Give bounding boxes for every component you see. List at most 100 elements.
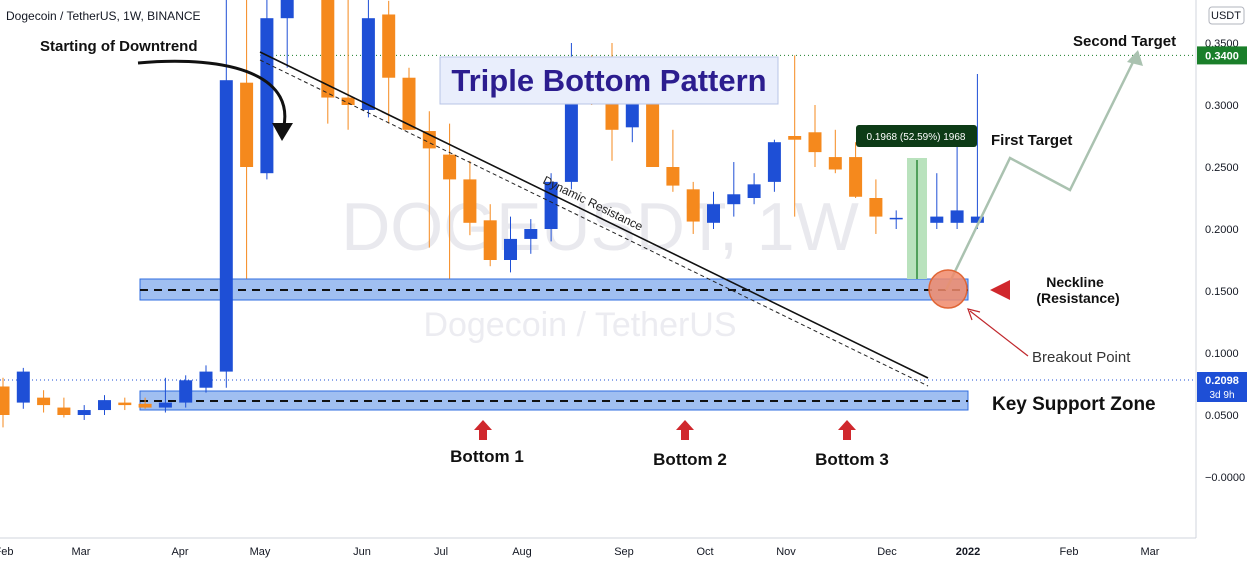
candle-body <box>828 157 842 170</box>
candle[interactable] <box>788 55 802 217</box>
candle[interactable] <box>361 0 375 118</box>
candle[interactable] <box>463 160 477 236</box>
x-tick-label: 2022 <box>956 546 980 558</box>
candle-body <box>707 204 720 223</box>
breakout-point-label: Breakout Point <box>1032 349 1131 366</box>
candle[interactable] <box>240 0 254 279</box>
neckline-label: Neckline <box>1046 274 1104 290</box>
candle[interactable] <box>828 129 842 174</box>
watermark-symbol: DOGEUSDT, 1W <box>341 189 859 265</box>
x-tick-label: Apr <box>171 546 188 558</box>
projection-path <box>944 51 1140 291</box>
price-label-tag <box>1197 46 1247 65</box>
breakout-circle[interactable] <box>928 269 968 309</box>
dynamic-resistance-line[interactable] <box>259 51 929 379</box>
candle-body <box>666 167 680 186</box>
candle-body <box>544 181 558 229</box>
y-tick-label: 0.1500 <box>1205 286 1239 298</box>
candle-body <box>98 400 111 411</box>
candle[interactable] <box>0 377 10 428</box>
downtrend-arrow-curve <box>137 59 287 135</box>
candle[interactable] <box>666 129 680 192</box>
watermark-name: Dogecoin / TetherUS <box>423 306 736 344</box>
candle-body <box>422 131 436 149</box>
candle[interactable] <box>16 367 30 409</box>
candle[interactable] <box>504 216 517 273</box>
candle[interactable] <box>686 181 700 234</box>
candle[interactable] <box>37 390 51 413</box>
candle[interactable] <box>849 142 863 198</box>
candle-body <box>199 371 213 388</box>
candle[interactable] <box>869 179 883 234</box>
candle[interactable] <box>402 67 416 130</box>
measure-label-box <box>856 125 977 147</box>
candle-body <box>849 157 863 197</box>
candle[interactable] <box>341 0 355 130</box>
key-support-label: Key Support Zone <box>992 394 1156 415</box>
candle[interactable] <box>118 397 132 411</box>
candle[interactable] <box>889 210 903 229</box>
candle[interactable] <box>158 377 172 413</box>
candle[interactable] <box>57 397 71 418</box>
currency-button[interactable] <box>1208 6 1245 25</box>
x-tick-label: Feb <box>0 546 13 558</box>
candle[interactable] <box>930 173 944 229</box>
candle[interactable] <box>179 375 193 408</box>
candle[interactable] <box>138 397 152 409</box>
candle[interactable] <box>727 162 741 217</box>
candle-body <box>280 0 294 19</box>
candle[interactable] <box>483 204 497 267</box>
y-tick-label: 0.3000 <box>1205 100 1239 112</box>
y-tick-label: 0.2000 <box>1205 224 1239 236</box>
candle[interactable] <box>260 0 274 180</box>
candle[interactable] <box>443 123 457 279</box>
symbol-title[interactable]: Dogecoin / TetherUS, 1W, BINANCE <box>6 9 201 23</box>
projection-arrowhead <box>1127 50 1143 66</box>
candle-body <box>930 216 944 223</box>
candle[interactable] <box>219 0 233 388</box>
candle-body <box>16 371 30 403</box>
candle[interactable] <box>950 136 964 229</box>
downtrend-arrowhead <box>272 123 293 141</box>
y-tick-label: −0.0000 <box>1205 472 1245 484</box>
candle-body <box>179 380 193 403</box>
candle[interactable] <box>199 365 213 393</box>
candle-body <box>767 142 781 182</box>
x-tick-label: Mar <box>1141 546 1160 558</box>
first-target-label: First Target <box>991 132 1072 149</box>
price-label-text: 0.3400 <box>1205 50 1239 62</box>
candle-body <box>524 229 538 239</box>
candle[interactable] <box>382 0 396 124</box>
breakout-pointer <box>969 310 1029 357</box>
candle-body <box>260 18 274 174</box>
candle[interactable] <box>767 139 781 192</box>
candle-body <box>321 0 335 98</box>
bottom-2-arrow <box>676 420 694 440</box>
candle-body <box>0 386 10 415</box>
candle[interactable] <box>524 219 538 254</box>
y-tick-label: 0.0500 <box>1205 410 1239 422</box>
candle[interactable] <box>808 105 822 167</box>
bottom-3-arrow <box>838 420 856 440</box>
candle[interactable] <box>98 395 111 415</box>
candle[interactable] <box>77 405 91 420</box>
candle[interactable] <box>747 173 761 205</box>
candle[interactable] <box>970 74 984 229</box>
neckline-sub-label: (Resistance) <box>1036 290 1119 306</box>
current-price-tag <box>1197 372 1247 402</box>
pattern-title-box <box>439 56 779 105</box>
measure-label: 0.1968 (52.59%) 1968 <box>867 132 966 143</box>
y-tick-label: 0.1000 <box>1205 348 1239 360</box>
candle-body <box>361 18 375 110</box>
candle[interactable] <box>321 0 335 124</box>
candle-body <box>950 210 964 223</box>
candle-body <box>808 132 822 153</box>
candle[interactable] <box>707 191 720 229</box>
candle[interactable] <box>544 173 558 242</box>
candle[interactable] <box>280 0 294 68</box>
candle-body <box>341 97 355 105</box>
dynamic-resistance-dashed-line[interactable] <box>259 59 929 387</box>
candle-body <box>240 82 254 167</box>
